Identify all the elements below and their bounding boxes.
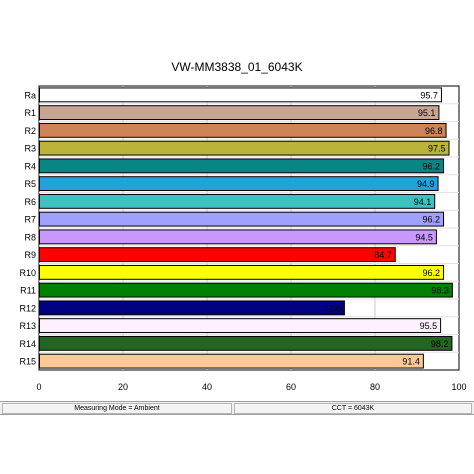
value-label: 95.1	[418, 108, 436, 118]
category-label: R2	[24, 126, 36, 136]
x-tick-label: 80	[370, 382, 380, 392]
bar-r5	[39, 176, 439, 192]
value-label: 84.7	[374, 250, 392, 260]
value-label: 94.9	[417, 179, 435, 189]
x-tick-label: 100	[451, 382, 466, 392]
chart-title: VW-MM3838_01_6043K	[171, 60, 303, 74]
bar-r14	[39, 335, 453, 351]
bar-r4	[39, 158, 445, 174]
value-label: 96.8	[425, 126, 443, 136]
bar-r9	[39, 247, 396, 263]
bar-ra	[39, 87, 442, 103]
bar-r10	[39, 264, 445, 280]
category-label: R3	[24, 144, 36, 154]
bar-r13	[39, 318, 442, 334]
bar-r3	[39, 140, 450, 156]
value-label: 96.2	[423, 215, 441, 225]
category-label: R10	[19, 268, 36, 278]
x-tick-label: 0	[36, 382, 41, 392]
bar-r6	[39, 193, 436, 209]
bar-r7	[39, 211, 445, 227]
category-label: R4	[24, 161, 36, 171]
bar-chart: 0 20 40 60 80 100 Ra 95.7 R1 95.1 R2 96.8 R3 97.5 R4 96…	[19, 85, 467, 392]
value-label: 91.4	[402, 357, 420, 367]
category-label: R13	[19, 321, 36, 331]
measuring-mode-status: Measuring Mode = Ambient	[2, 403, 232, 414]
category-label: R5	[24, 179, 36, 189]
value-label: 96.2	[423, 268, 441, 278]
category-label: R14	[19, 339, 36, 349]
x-tick-label: 40	[202, 382, 212, 392]
category-label: R12	[19, 303, 36, 313]
value-label: 94.5	[415, 232, 433, 242]
bar-r8	[39, 229, 437, 245]
status-bar: Measuring Mode = Ambient CCT = 6043K	[0, 401, 474, 415]
category-label: R1	[24, 108, 36, 118]
bar-r15	[39, 353, 424, 369]
value-label: 94.1	[414, 197, 432, 207]
category-label: Ra	[24, 90, 36, 100]
value-label: 98.2	[431, 339, 449, 349]
value-label: 97.5	[428, 144, 446, 154]
bar-r2	[39, 122, 447, 138]
value-label: 98.3	[431, 286, 449, 296]
category-label: R6	[24, 197, 36, 207]
value-label: 96.2	[423, 161, 441, 171]
category-label: R15	[19, 357, 36, 367]
cct-status: CCT = 6043K	[234, 403, 472, 414]
value-label: 95.5	[420, 321, 438, 331]
x-tick-label: 20	[118, 382, 128, 392]
bar-r1	[39, 105, 440, 121]
x-tick-label: 60	[286, 382, 296, 392]
bar-r11	[39, 282, 453, 298]
category-label: R7	[24, 215, 36, 225]
category-label: R8	[24, 232, 36, 242]
value-label: 95.7	[420, 90, 438, 100]
value-label: 72.6	[323, 303, 341, 313]
category-label: R9	[24, 250, 36, 260]
category-label: R11	[20, 286, 36, 296]
bar-r12	[39, 300, 345, 316]
